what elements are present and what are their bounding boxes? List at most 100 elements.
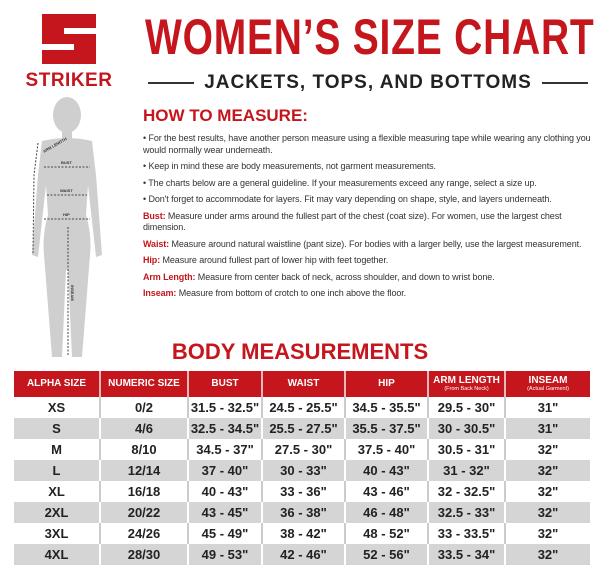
table-cell: 31" xyxy=(505,418,590,439)
table-cell: M xyxy=(14,439,101,460)
term: Inseam: xyxy=(143,288,177,298)
table-cell: 28/30 xyxy=(100,544,189,565)
table-cell: 31 - 32" xyxy=(428,460,506,481)
page-subtitle: JACKETS, TOPS, AND BOTTOMS xyxy=(204,72,532,93)
table-cell: 32" xyxy=(505,460,590,481)
table-cell: 24/26 xyxy=(100,523,189,544)
column-header-note: (Actual Garment) xyxy=(527,386,569,392)
size-table: ALPHA SIZE NUMERIC SIZE BUST WAIST HIP ARM LE… xyxy=(14,371,590,565)
table-row: XS 0/2 31.5 - 32.5" 24.5 - 25.5" 34.5 - 35.5… xyxy=(14,397,590,418)
table-cell: 3XL xyxy=(14,523,101,544)
table-cell: 34.5 - 35.5" xyxy=(345,397,429,418)
table-cell: 37.5 - 40" xyxy=(345,439,429,460)
table-cell: 24.5 - 25.5" xyxy=(262,397,346,418)
column-header-label: NUMERIC SIZE xyxy=(108,378,180,389)
table-cell: 32" xyxy=(537,484,559,499)
table-cell: 40 - 43" xyxy=(188,481,263,502)
table-cell: 36 - 38" xyxy=(262,502,346,523)
table-cell: 40 - 43" xyxy=(345,460,429,481)
definition-hip: Hip: Measure around fullest part of lowe… xyxy=(143,255,595,267)
table-row: 2XL 20/22 43 - 45" 36 - 38" 46 - 48" 32.5 - 3… xyxy=(14,502,590,523)
page-title: WOMEN’S SIZE CHART xyxy=(145,9,595,65)
table-cell: 32.5 - 33" xyxy=(428,502,506,523)
table-cell: 31" xyxy=(537,400,559,415)
table-header-row: ALPHA SIZE NUMERIC SIZE BUST WAIST HIP ARM LE… xyxy=(14,371,590,397)
table-cell: 30.5 - 31" xyxy=(428,439,506,460)
table-cell: 8/10 xyxy=(100,439,189,460)
bullet: • For the best results, have another per… xyxy=(143,133,591,155)
table-cell: 33 - 33.5" xyxy=(428,523,506,544)
table-cell: 16/18 xyxy=(100,481,189,502)
column-header-label: INSEAM xyxy=(528,375,568,386)
column-header-note: (From Back Neck) xyxy=(444,386,489,392)
striker-logo-icon xyxy=(42,14,96,64)
brand-name: STRIKER xyxy=(25,70,113,91)
term: Waist: xyxy=(143,238,170,249)
how-to-measure-heading: HOW TO MEASURE: xyxy=(143,106,308,125)
figure-label-inseam: INSEAM xyxy=(70,285,75,301)
table-cell: 31.5 - 32.5" xyxy=(188,397,263,418)
term: Bust: xyxy=(143,210,166,221)
table-cell: 20/22 xyxy=(100,502,189,523)
table-cell: 25.5 - 27.5" xyxy=(262,418,346,439)
table-cell: 30 - 33" xyxy=(262,460,346,481)
table-cell: XL xyxy=(14,481,101,502)
table-cell: 2XL xyxy=(14,502,101,523)
table-cell: 32.5 - 34.5" xyxy=(188,418,263,439)
definition-text: Measure under arms around the fullest pa… xyxy=(143,210,562,233)
table-row: 3XL 24/26 45 - 49" 38 - 42" 48 - 52" 33 - 33.… xyxy=(14,523,590,544)
table-cell: 32" xyxy=(505,544,590,565)
table-cell: XS xyxy=(14,397,101,418)
bullet: • Keep in mind these are body measuremen… xyxy=(143,161,436,171)
table-cell: 48 - 52" xyxy=(345,523,429,544)
table-cell: 33 - 36" xyxy=(262,481,346,502)
instructions: • For the best results, have another per… xyxy=(143,133,595,305)
table-row: L 12/14 37 - 40" 30 - 33" 40 - 43" 31 - 32" 32… xyxy=(14,460,590,481)
table-cell: 27.5 - 30" xyxy=(262,439,346,460)
column-header-label: ARM LENGTH xyxy=(433,375,500,386)
table-cell: 32 - 32.5" xyxy=(428,481,506,502)
definition-waist: Waist: Measure around natural waistline … xyxy=(143,239,595,251)
table-cell: 49 - 53" xyxy=(188,544,263,565)
table-cell: 12/14 xyxy=(100,460,189,481)
figure-label-hip: HIP xyxy=(63,212,70,217)
table-cell: 42 - 46" xyxy=(262,544,346,565)
definition-bust: Bust: Measure under arms around the full… xyxy=(143,211,595,234)
table-cell: 45 - 49" xyxy=(188,523,263,544)
column-header-label: BUST xyxy=(211,378,239,389)
table-cell: 33.5 - 34" xyxy=(428,544,506,565)
definition-text: Measure around natural waistline (pant s… xyxy=(169,238,582,249)
table-cell: 46 - 48" xyxy=(345,502,429,523)
term: Arm Length: xyxy=(143,271,196,282)
column-header-label: WAIST xyxy=(287,378,320,389)
table-cell: 43 - 45" xyxy=(188,502,263,523)
definition-text: Measure from bottom of crotch to one inc… xyxy=(176,288,407,298)
subtitle-row: JACKETS, TOPS, AND BOTTOMS xyxy=(148,72,589,94)
table-cell: 30 - 30.5" xyxy=(428,418,506,439)
column-header: ARM LENGTH (From Back Neck) xyxy=(428,371,506,397)
table-cell: 37 - 40" xyxy=(188,460,263,481)
divider xyxy=(148,82,195,84)
column-header-label: ALPHA SIZE xyxy=(26,378,87,389)
table-cell: 32" xyxy=(505,502,590,523)
table-cell: 32" xyxy=(537,526,559,541)
table-row: M 8/10 34.5 - 37" 27.5 - 30" 37.5 - 40" 30.5 … xyxy=(14,439,590,460)
table-row: XL 16/18 40 - 43" 33 - 36" 43 - 46" 32 - 32.5… xyxy=(14,481,590,502)
table-cell: 34.5 - 37" xyxy=(188,439,263,460)
column-header: WAIST xyxy=(262,371,346,397)
column-header: HIP xyxy=(345,371,429,397)
table-row: S 4/6 32.5 - 34.5" 25.5 - 27.5" 35.5 - 37.5"… xyxy=(14,418,590,439)
figure-label-waist: WAIST xyxy=(60,188,73,193)
table-cell: 35.5 - 37.5" xyxy=(345,418,429,439)
definition-arm-length: Arm Length: Measure from center back of … xyxy=(143,272,595,284)
bullet: • The charts below are a general guideli… xyxy=(143,177,537,188)
table-cell: L xyxy=(14,460,101,481)
column-header: ALPHA SIZE xyxy=(14,371,101,397)
bullet: • Don't forget to accommodate for layers… xyxy=(143,194,552,204)
body-silhouette-icon: ARM LENGTH BUST WAIST HIP INSEAM xyxy=(32,97,102,357)
column-header: BUST xyxy=(188,371,263,397)
column-header: INSEAM (Actual Garment) xyxy=(505,371,590,397)
table-cell: 43 - 46" xyxy=(345,481,429,502)
table-cell: 29.5 - 30" xyxy=(428,397,506,418)
